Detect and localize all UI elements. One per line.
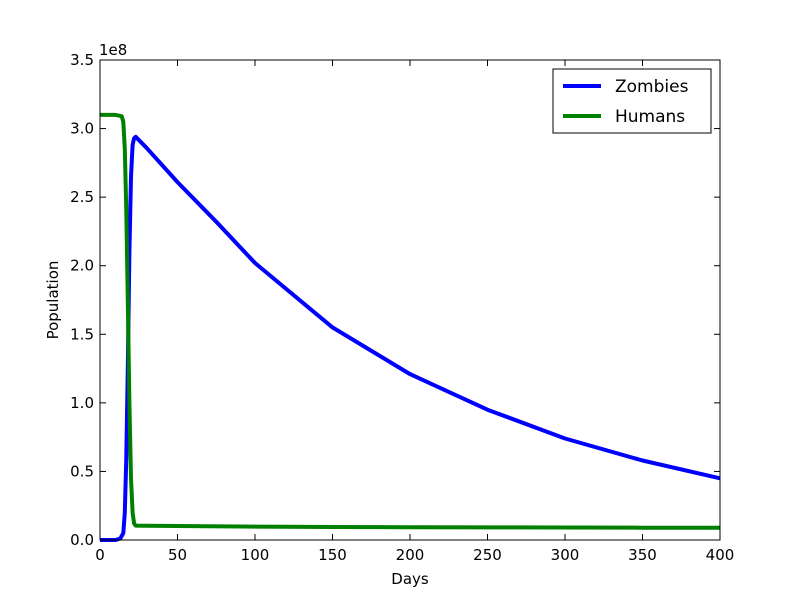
- x-axis-label: Days: [391, 570, 429, 588]
- y-tick-label: 3.5: [70, 51, 94, 69]
- x-tick-label: 150: [318, 546, 347, 564]
- x-tick-label: 50: [168, 546, 187, 564]
- y-axis-label: Population: [44, 261, 62, 340]
- x-tick-label: 0: [95, 546, 105, 564]
- ticks-layer: 0 50 100 150 200 250 300 350 400 0.0 0.5 1.0 1.5 2.0 2…: [70, 51, 734, 564]
- legend-label-zombies: Zombies: [615, 77, 689, 97]
- x-tick-label: 250: [473, 546, 502, 564]
- plot-area: [100, 60, 720, 540]
- y-tick-label: 2.5: [70, 188, 94, 206]
- y-tick-label: 0.5: [70, 462, 94, 480]
- x-tick-label: 100: [241, 546, 270, 564]
- legend: Zombies Humans: [552, 68, 712, 134]
- x-tick-label: 350: [628, 546, 657, 564]
- y-tick-label: 1.5: [70, 325, 94, 343]
- legend-frame: [552, 68, 712, 134]
- series-layer: [100, 112, 721, 542]
- y-tick-label: 1.0: [70, 394, 94, 412]
- series-line-zombies: [100, 134, 721, 542]
- x-tick-label: 200: [396, 546, 425, 564]
- x-tick-label: 300: [551, 546, 580, 564]
- x-tick-label: 400: [706, 546, 735, 564]
- legend-label-humans: Humans: [615, 107, 685, 127]
- y-scale-multiplier: 1e8: [99, 41, 127, 59]
- y-tick-label: 3.0: [70, 120, 94, 138]
- y-tick-label: 0.0: [70, 531, 94, 549]
- y-tick-label: 2.0: [70, 257, 94, 275]
- series-line-humans: [100, 112, 720, 530]
